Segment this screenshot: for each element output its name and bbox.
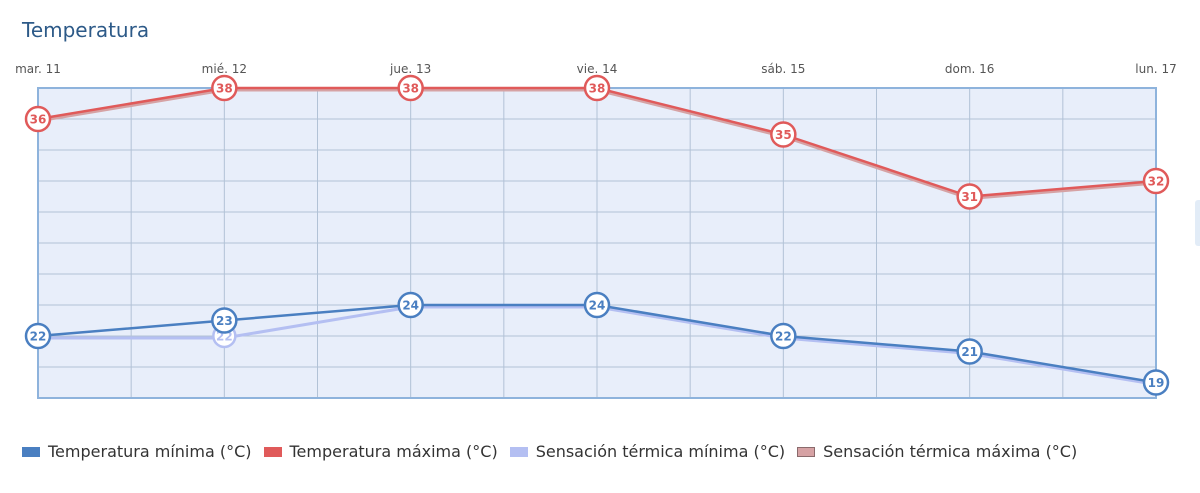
point-label: 31 xyxy=(961,190,978,204)
point-marker-temp_max: 38 xyxy=(397,74,424,102)
point-label: 36 xyxy=(30,113,47,127)
point-marker-circle xyxy=(211,307,238,334)
x-tick-label: mié. 12 xyxy=(202,62,247,76)
point-label: 38 xyxy=(589,82,606,96)
point-marker-circle xyxy=(770,121,797,148)
side-scroll-tab[interactable] xyxy=(1195,200,1200,246)
legend-item-sensacion_max[interactable]: Sensación térmica máxima (°C) xyxy=(797,442,1077,461)
point-label: 22 xyxy=(775,330,792,344)
x-tick-label: dom. 16 xyxy=(945,62,995,76)
point-marker-circle xyxy=(397,74,424,102)
point-marker-temp_min: 24 xyxy=(397,291,424,319)
legend-label: Temperatura mínima (°C) xyxy=(48,442,252,461)
point-marker-temp_min: 19 xyxy=(1142,369,1170,396)
point-label: 21 xyxy=(961,345,978,359)
x-tick-label: mar. 11 xyxy=(15,62,61,76)
legend-label: Sensación térmica máxima (°C) xyxy=(823,442,1078,461)
x-tick-label: lun. 17 xyxy=(1135,62,1176,76)
point-label: 38 xyxy=(216,82,233,96)
point-label: 24 xyxy=(402,299,419,313)
x-tick-label: vie. 14 xyxy=(577,62,618,76)
point-label: 19 xyxy=(1148,376,1165,390)
chart-legend: Temperatura mínima (°C) Temperatura máxim… xyxy=(22,442,1077,461)
point-marker-temp_max: 36 xyxy=(24,105,52,133)
legend-swatch xyxy=(263,446,282,457)
point-label: 38 xyxy=(402,82,419,96)
x-tick-label: sáb. 15 xyxy=(761,62,805,76)
point-marker-temp_max: 31 xyxy=(956,183,983,210)
point-label: 35 xyxy=(775,128,792,142)
point-marker-circle xyxy=(956,338,983,365)
x-tick-label: jue. 13 xyxy=(389,62,431,76)
legend-swatch xyxy=(797,446,816,457)
point-marker-circle xyxy=(583,291,611,319)
point-marker-temp_min: 23 xyxy=(211,307,238,334)
point-marker-circle xyxy=(770,322,797,350)
point-marker-circle xyxy=(397,291,424,319)
point-marker-temp_max: 38 xyxy=(583,74,611,102)
legend-swatch xyxy=(509,446,528,457)
point-marker-temp_max: 38 xyxy=(211,74,238,102)
legend-label: Temperatura máxima (°C) xyxy=(289,442,498,461)
point-label: 22 xyxy=(30,330,47,344)
point-marker-temp_min: 21 xyxy=(956,338,983,365)
legend-swatch xyxy=(22,446,40,457)
legend-item-temp_min[interactable]: Temperatura mínima (°C) xyxy=(22,442,252,461)
point-marker-temp_min: 22 xyxy=(24,322,52,350)
point-marker-temp_min: 22 xyxy=(770,322,797,350)
chart-title: Temperatura xyxy=(22,18,150,42)
legend-item-sensacion_min[interactable]: Sensación térmica mínima (°C) xyxy=(509,442,786,461)
point-label: 32 xyxy=(1148,175,1165,189)
point-marker-circle xyxy=(211,74,238,102)
point-marker-temp_min: 24 xyxy=(583,291,611,319)
point-marker-temp_max: 32 xyxy=(1142,167,1170,195)
point-marker-circle xyxy=(956,183,983,210)
point-marker-circle xyxy=(24,105,52,133)
point-label: 24 xyxy=(589,299,606,313)
point-marker-circle xyxy=(1142,369,1170,396)
point-marker-circle xyxy=(24,322,52,350)
legend-label: Sensación térmica mínima (°C) xyxy=(535,442,786,461)
point-marker-circle xyxy=(1142,167,1170,195)
point-marker-circle xyxy=(583,74,611,102)
point-label: 23 xyxy=(216,314,233,328)
point-marker-temp_max: 35 xyxy=(770,121,797,148)
legend-item-temp_max[interactable]: Temperatura máxima (°C) xyxy=(263,442,498,461)
